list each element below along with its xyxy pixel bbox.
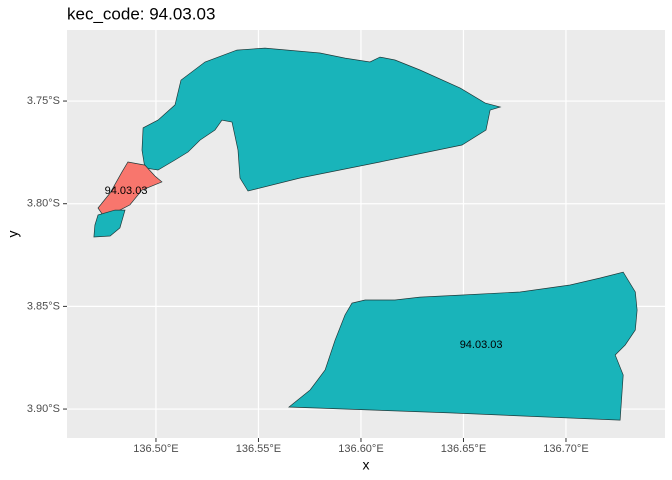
- x-tick-label: 136.50°E: [133, 443, 178, 455]
- y-axis-label: y: [5, 231, 21, 238]
- region: [141, 47, 502, 192]
- x-tick-label: 136.55°E: [236, 443, 281, 455]
- region: [93, 209, 126, 238]
- x-tick-label: 136.70°E: [543, 443, 588, 455]
- region: [288, 271, 638, 421]
- chart-title: kec_code: 94.03.03: [67, 4, 215, 23]
- y-tick-label: 3.85°S: [27, 300, 60, 312]
- region: [97, 161, 163, 219]
- region-label: 94.03.03: [105, 185, 148, 197]
- x-tick-label: 136.65°E: [441, 443, 486, 455]
- y-tick-label: 3.75°S: [27, 95, 60, 107]
- region-label: 94.03.03: [460, 339, 503, 351]
- y-tick-label: 3.80°S: [27, 198, 60, 210]
- x-axis-label: x: [363, 457, 370, 473]
- y-tick-label: 3.90°S: [27, 403, 60, 415]
- x-tick-label: 136.60°E: [338, 443, 383, 455]
